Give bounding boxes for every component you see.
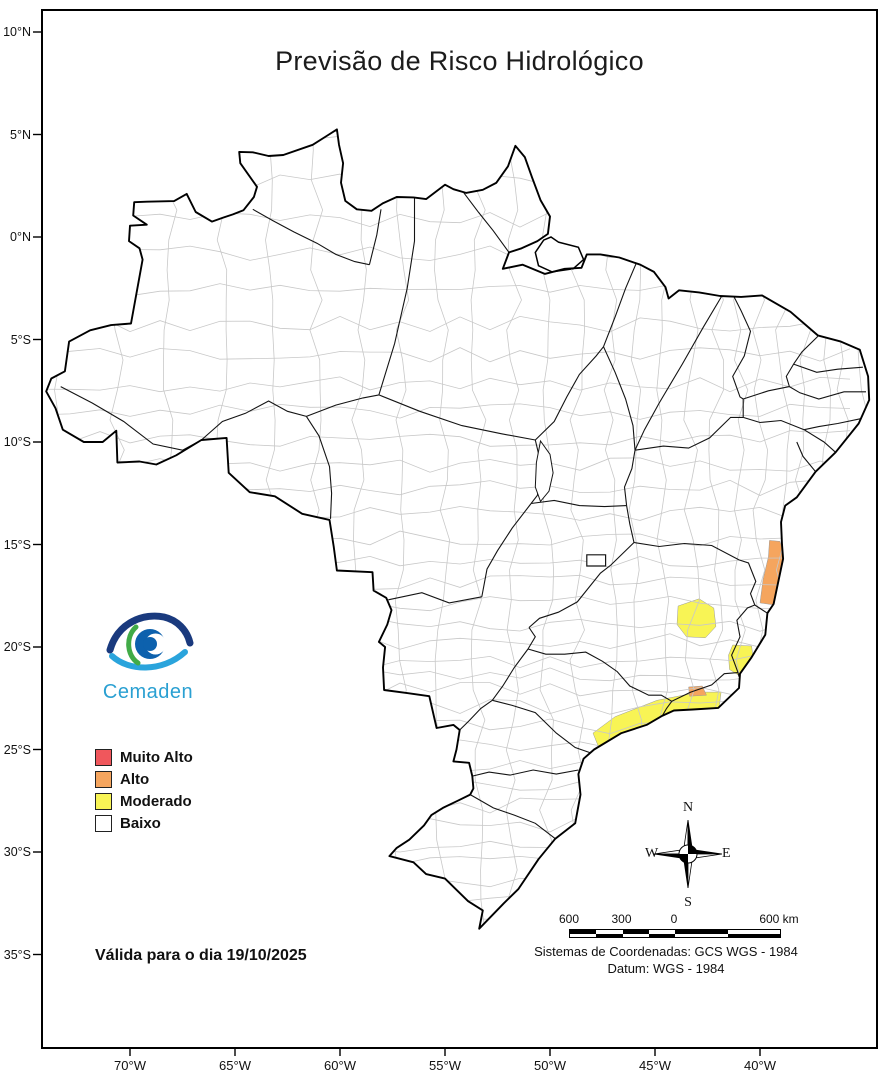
scalebar-cell xyxy=(727,930,780,934)
scalebar-cell xyxy=(596,930,623,934)
legend-swatch-alto xyxy=(95,771,112,788)
scalebar-cell xyxy=(727,933,780,937)
scale-bar-segments xyxy=(569,929,781,938)
legend-label-alto: Alto xyxy=(120,771,150,788)
scalebar-cell xyxy=(596,933,623,937)
legend-swatch-muito-alto xyxy=(95,749,112,766)
scalebar-cell xyxy=(570,930,597,934)
compass-west-label: W xyxy=(645,846,659,861)
brazil-outline xyxy=(45,128,871,930)
scalebar-cell xyxy=(622,930,649,934)
legend-label-muito-alto: Muito Alto xyxy=(120,749,193,766)
scalebar-cell xyxy=(675,930,728,934)
lat-axis-label: 0°N xyxy=(10,230,31,244)
scalebar-cell xyxy=(570,933,597,937)
compass-star-icon xyxy=(653,819,723,889)
lon-axis-label: 60°W xyxy=(324,1058,356,1073)
scale-bar: 600 300 0 600 km xyxy=(559,912,815,944)
axis-ticks xyxy=(33,31,761,1056)
scalebar-label: 0 xyxy=(670,912,678,926)
lat-axis-label: 35°S xyxy=(3,948,31,962)
marajo-island xyxy=(534,236,585,273)
distrito-federal-outline xyxy=(586,554,607,567)
lon-axis-label: 45°W xyxy=(639,1058,671,1073)
scalebar-label: 600 km xyxy=(759,912,799,926)
legend-item-muito-alto: Muito Alto xyxy=(95,749,193,766)
scalebar-label: 600 xyxy=(558,912,580,926)
compass-rose: N W E S xyxy=(645,800,731,912)
coordinate-system-note: Sistemas de Coordenadas: GCS WGS - 1984 … xyxy=(530,944,802,978)
brazil-fill xyxy=(46,129,870,929)
lon-axis-label: 70°W xyxy=(114,1058,146,1073)
lat-axis-label: 5°S xyxy=(10,333,31,347)
lat-axis-label: 15°S xyxy=(3,538,31,552)
map-title: Previsão de Risco Hidrológico xyxy=(275,46,644,76)
scalebar-cell xyxy=(648,933,675,937)
lon-axis-label: 40°W xyxy=(744,1058,776,1073)
cemaden-wordmark: Cemaden xyxy=(102,681,194,703)
compass-north-label: N xyxy=(682,800,694,815)
scalebar-cell xyxy=(622,933,649,937)
legend-item-baixo: Baixo xyxy=(95,815,193,832)
crs-line1: Sistemas de Coordenadas: GCS WGS - 1984 xyxy=(534,944,798,959)
scalebar-label: 300 xyxy=(611,912,632,926)
lat-axis-label: 5°N xyxy=(10,128,31,142)
legend-item-alto: Alto xyxy=(95,771,193,788)
state-borders xyxy=(60,192,866,840)
scalebar-cell xyxy=(648,930,675,934)
legend-swatch-moderado xyxy=(95,793,112,810)
lat-axis-label: 10°N xyxy=(3,25,31,39)
crs-line2: Datum: WGS - 1984 xyxy=(607,960,725,976)
legend-item-moderado: Moderado xyxy=(95,793,193,810)
lat-axis-label: 20°S xyxy=(3,640,31,654)
risk-legend: Muito Alto Alto Moderado Baixo xyxy=(95,749,193,832)
compass-east-label: E xyxy=(722,846,731,861)
validity-note: Válida para o dia 19/10/2025 xyxy=(95,947,307,964)
cemaden-eye-icon xyxy=(106,612,194,671)
lat-axis-label: 25°S xyxy=(3,743,31,757)
lon-axis-label: 55°W xyxy=(429,1058,461,1073)
map-frame xyxy=(41,9,878,1049)
lat-axis-label: 30°S xyxy=(3,845,31,859)
cemaden-logo: Cemaden xyxy=(88,606,208,704)
legend-label-moderado: Moderado xyxy=(120,793,192,810)
legend-label-baixo: Baixo xyxy=(120,815,161,832)
compass-south-label: S xyxy=(684,895,692,910)
legend-swatch-baixo xyxy=(95,815,112,832)
bananal-island xyxy=(534,439,554,503)
lat-axis-label: 10°S xyxy=(3,435,31,449)
lon-axis-label: 65°W xyxy=(219,1058,251,1073)
lon-axis-label: 50°W xyxy=(534,1058,566,1073)
scalebar-cell xyxy=(675,933,728,937)
risk-area-moderado xyxy=(676,598,717,639)
